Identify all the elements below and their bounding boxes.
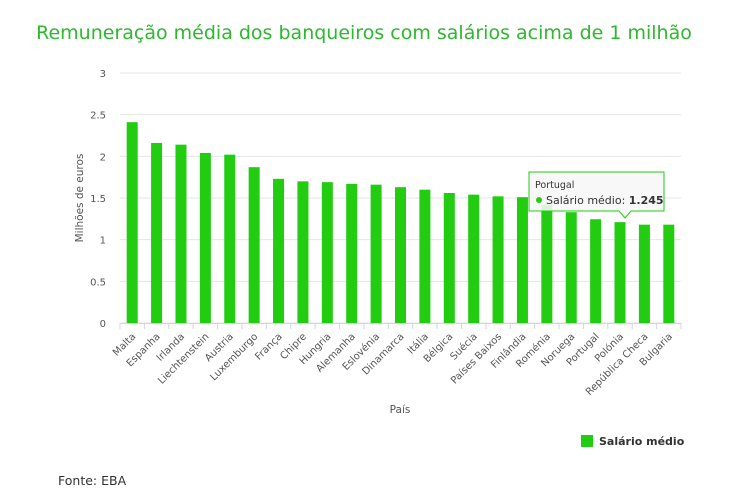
bar-eslovénia[interactable] [370, 184, 382, 323]
bar-noruega[interactable] [565, 212, 577, 323]
y-tick-label: 2.5 [90, 111, 106, 122]
legend-label: Salário médio [599, 435, 685, 448]
bar-irlanda[interactable] [175, 144, 187, 323]
y-tick-label: 1.5 [90, 194, 106, 205]
bar-frança[interactable] [273, 178, 285, 323]
y-axis-title: Milhões de euros [74, 154, 86, 243]
bar-finlândia[interactable] [516, 197, 528, 323]
tooltip-category: Portugal [535, 180, 574, 191]
bar-polónia[interactable] [614, 222, 626, 323]
bar-chipre[interactable] [297, 181, 309, 323]
bar-luxemburgo[interactable] [248, 167, 260, 323]
source-note: Fonte: EBA [58, 473, 127, 488]
y-tick-label: 1 [100, 236, 106, 247]
legend-item[interactable]: Salário médio [581, 435, 685, 448]
bar-roménia[interactable] [541, 204, 553, 323]
bar-hungria[interactable] [321, 182, 333, 323]
y-tick-label: 0.5 [90, 277, 106, 288]
chart-title: Remuneração média dos banqueiros com sal… [36, 22, 692, 44]
svg-text:Salário médio: 1.245: Salário médio: 1.245 [546, 194, 664, 207]
bar-bélgica[interactable] [443, 193, 455, 323]
x-axis-title: País [390, 404, 411, 416]
bar-espanha[interactable] [151, 143, 163, 323]
bar-países-baixos[interactable] [492, 196, 504, 323]
y-tick-label: 3 [100, 69, 106, 80]
bar-portugal[interactable] [590, 219, 602, 323]
bar-itália[interactable] [419, 189, 431, 323]
bar-malta[interactable] [126, 122, 138, 324]
bar-suécia[interactable] [468, 194, 480, 323]
bar-liechtenstein[interactable] [199, 153, 211, 323]
tooltip-marker [536, 197, 542, 203]
bar-alemanha[interactable] [346, 183, 358, 323]
x-category-label: França [253, 331, 284, 362]
legend-swatch [581, 435, 593, 447]
bar-austria[interactable] [224, 154, 236, 323]
tooltip-label: Salário médio: [546, 194, 629, 207]
bar-dinamarca[interactable] [395, 187, 406, 323]
bar-bulgaria[interactable] [663, 224, 675, 323]
y-tick-label: 0 [100, 319, 106, 330]
tooltip-value: 1.245 [629, 194, 664, 207]
tooltip: Portugal Salário médio: 1.245 [528, 171, 665, 219]
y-tick-label: 2 [100, 152, 106, 163]
bar-república-checa[interactable] [638, 224, 650, 323]
